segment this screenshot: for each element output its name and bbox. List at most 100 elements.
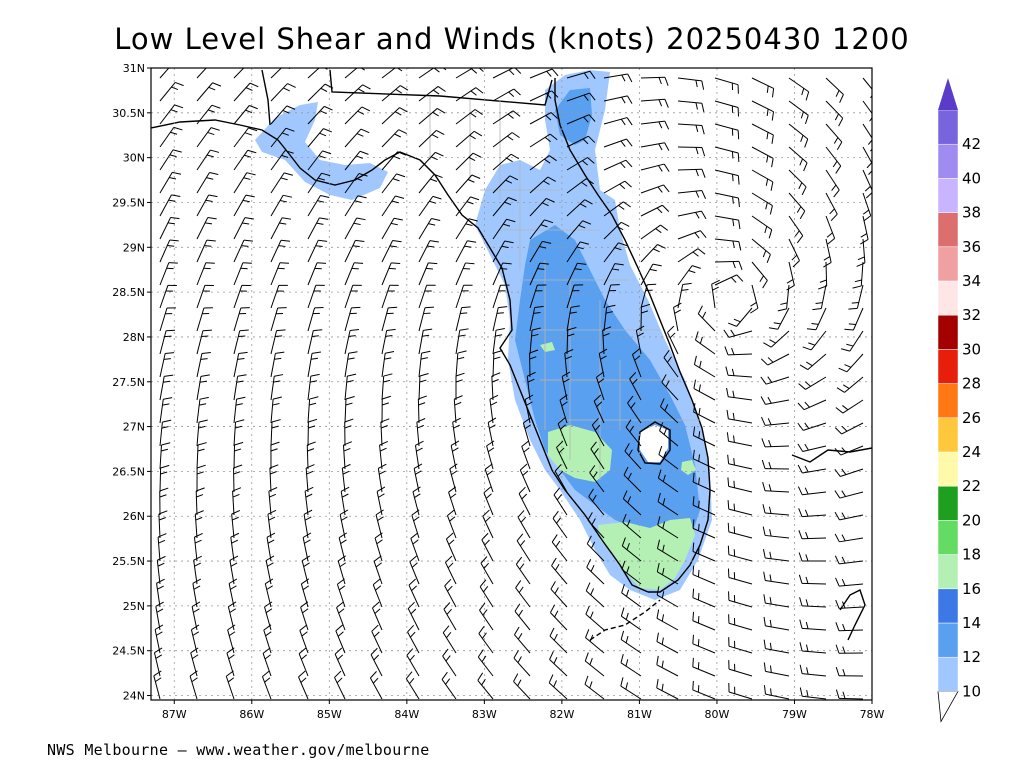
wind-barb	[760, 353, 790, 366]
wind-barb	[405, 671, 420, 700]
wind-barb	[157, 533, 167, 562]
wind-barb	[522, 417, 532, 447]
wind-barb	[751, 238, 771, 263]
wind-barb	[586, 559, 605, 585]
wind-barb	[344, 239, 365, 263]
wind-barb	[763, 685, 790, 700]
wind-barb	[551, 557, 568, 585]
wind-barb	[559, 394, 568, 424]
wind-barb	[270, 284, 288, 309]
wind-barb	[657, 469, 679, 493]
colorbar-swatch	[937, 314, 959, 350]
wind-barb	[344, 329, 360, 355]
wind-barb	[418, 240, 439, 263]
wind-barb	[196, 172, 219, 194]
wind-barb	[337, 555, 346, 585]
wind-barb	[862, 146, 872, 175]
wind-barb	[514, 626, 531, 654]
wind-barb	[266, 532, 276, 562]
colorbar-swatch	[937, 246, 959, 282]
wind-barb	[307, 373, 320, 401]
wind-barb	[418, 129, 445, 148]
wind-barb	[307, 128, 332, 148]
wind-barb	[441, 671, 457, 700]
wind-barb	[725, 366, 753, 378]
wind-barb	[373, 555, 383, 585]
wind-barb	[455, 196, 480, 217]
lat-label: 29.5N	[112, 196, 145, 209]
wind-barb	[621, 584, 642, 608]
colorbar-label: 28	[962, 375, 981, 393]
wind-barb	[379, 440, 388, 470]
wind-barb	[806, 307, 827, 331]
wind-barb	[692, 611, 716, 631]
wind-barb	[761, 459, 790, 470]
wind-barb	[455, 284, 473, 309]
wind-barb	[692, 473, 716, 493]
colorbar-max-arrow	[938, 78, 958, 110]
wind-barb	[841, 330, 864, 352]
wind-barb	[726, 387, 753, 401]
wind-barb	[381, 328, 396, 355]
wind-barb	[381, 129, 407, 148]
wind-barb	[751, 77, 775, 98]
wind-barb	[640, 142, 670, 151]
wind-barb	[629, 371, 642, 401]
wind-barb	[727, 522, 753, 539]
wind-barb	[860, 215, 869, 245]
wind-barb	[763, 594, 790, 608]
wind-barb	[418, 173, 443, 194]
wind-barb	[697, 305, 716, 332]
wind-barb	[529, 176, 556, 194]
wind-barb	[529, 112, 558, 125]
wind-barb	[714, 192, 740, 208]
wind-barb	[270, 441, 280, 470]
wind-barb	[727, 500, 753, 516]
wind-barb	[416, 418, 426, 447]
wind-barb	[714, 77, 739, 94]
wind-barb	[620, 653, 642, 677]
wind-barb	[381, 262, 401, 286]
wind-barb	[640, 76, 669, 86]
colorbar-label: 36	[962, 238, 981, 256]
wind-barb	[726, 409, 753, 424]
wind-barb	[159, 307, 177, 332]
wind-barb	[307, 239, 328, 263]
lat-label: 30N	[123, 152, 145, 165]
wind-barb	[624, 443, 642, 470]
wind-barb	[481, 532, 494, 562]
wind-barb	[529, 262, 549, 286]
wind-barb	[455, 218, 478, 240]
wind-barb	[598, 348, 608, 378]
wind-barb	[189, 670, 198, 700]
wind-barb	[417, 395, 427, 424]
wind-barb	[455, 152, 482, 171]
wind-barb	[834, 511, 864, 521]
atlantic-coast	[554, 78, 711, 593]
wind-barb	[334, 670, 346, 700]
wind-barb	[554, 464, 568, 493]
wind-barb	[156, 578, 165, 608]
wind-barb	[344, 173, 368, 194]
wind-barb	[677, 168, 706, 178]
wind-barb	[566, 284, 584, 309]
wind-barb	[159, 149, 182, 171]
wind-barb	[270, 217, 292, 240]
wind-barb	[659, 422, 679, 447]
wind-barb	[446, 509, 457, 539]
lon-label: 86W	[239, 708, 264, 721]
colorbar-swatch	[937, 178, 959, 213]
wind-barb	[711, 279, 720, 309]
wind-barb	[692, 449, 716, 470]
wind-barb	[677, 190, 707, 199]
wind-barb	[603, 284, 620, 309]
wind-barb	[798, 552, 827, 562]
wind-barb	[418, 350, 431, 378]
wind-barb	[159, 126, 183, 148]
wind-barb	[307, 195, 330, 217]
wind-barb	[656, 562, 679, 585]
wind-barb	[835, 599, 864, 609]
lon-label: 85W	[317, 708, 342, 721]
wind-barb	[233, 127, 258, 148]
wind-barb	[307, 329, 323, 355]
